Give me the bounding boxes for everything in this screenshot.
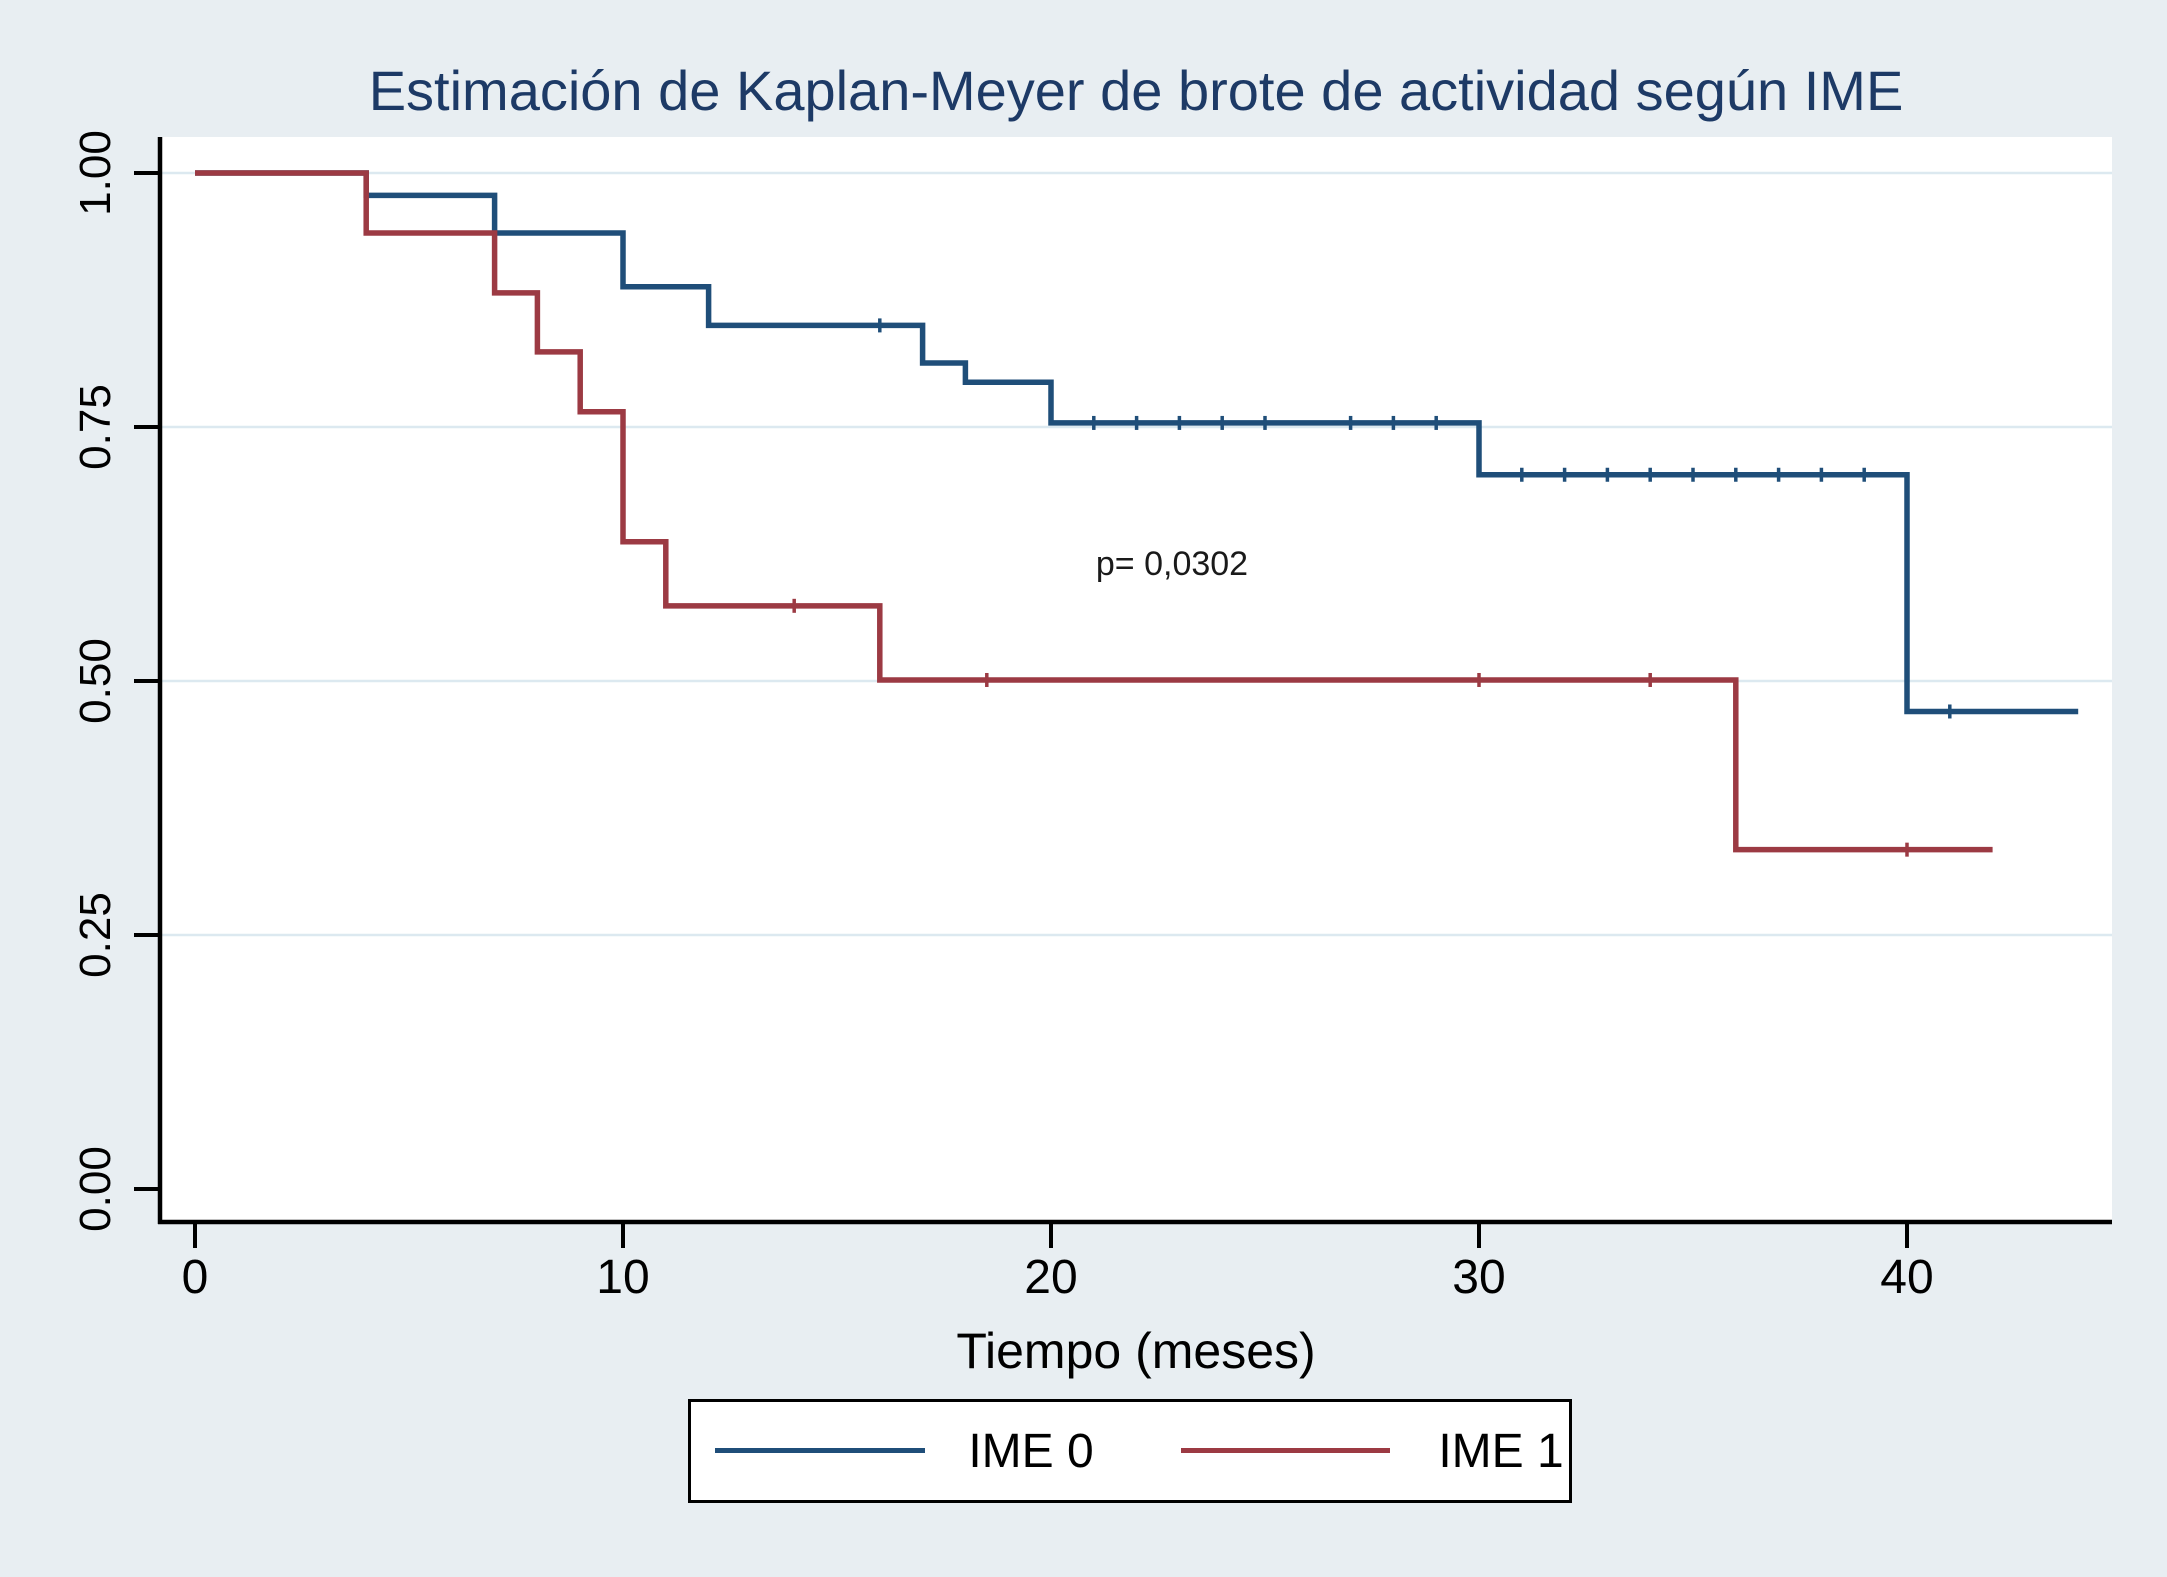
x-tick-label-40: 40 — [1880, 1251, 1934, 1304]
y-tick-label-100: 1.00 — [71, 130, 120, 216]
x-tick-label-20: 20 — [1024, 1251, 1078, 1304]
x-tick-label-0: 0 — [181, 1251, 209, 1304]
legend-line-ime0-icon — [715, 1448, 925, 1453]
x-tick-label-30: 30 — [1452, 1251, 1506, 1304]
km-curve-ime1 — [195, 170, 1993, 853]
legend-box: IME 0 IME 1 — [688, 1399, 1572, 1503]
y-tick-label-000: 0.00 — [71, 1146, 120, 1232]
legend-line-ime1-icon — [1181, 1448, 1390, 1453]
legend-label-ime1: IME 1 — [1438, 1424, 1564, 1478]
chart-title: Estimación de Kaplan-Meyer de brote de a… — [368, 59, 1904, 122]
x-tick-label-10: 10 — [596, 1251, 650, 1304]
y-tick-label-025: 0.25 — [71, 892, 120, 978]
y-tick-label-050: 0.50 — [71, 638, 120, 724]
p-value-annotation: p= 0,0302 — [1095, 545, 1249, 583]
y-tick-label-075: 0.75 — [71, 384, 120, 470]
legend-label-ime0: IME 0 — [968, 1424, 1094, 1478]
km-curve-ime0 — [195, 170, 2079, 715]
x-axis-title: Tiempo (meses) — [956, 1323, 1316, 1379]
